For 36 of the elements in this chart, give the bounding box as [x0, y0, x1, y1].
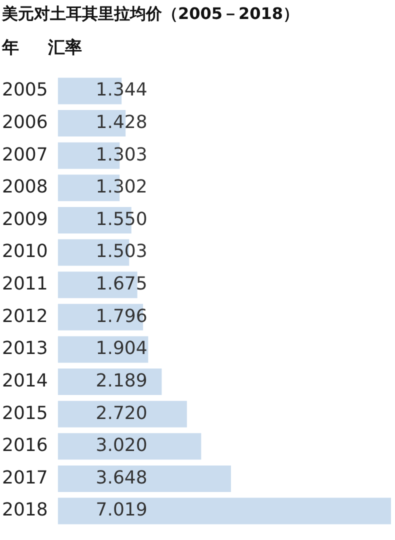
data-label: 1.796 — [96, 306, 148, 327]
y-tick-label: 2008 — [2, 176, 48, 198]
bar — [58, 498, 391, 524]
y-tick-label: 2009 — [2, 208, 48, 230]
data-label: 1.503 — [96, 241, 148, 262]
y-tick-label: 2007 — [2, 144, 48, 166]
y-tick-label: 2018 — [2, 500, 48, 521]
data-label: 2.720 — [96, 402, 148, 424]
y-tick-label: 2014 — [2, 370, 48, 392]
data-label: 1.675 — [96, 274, 148, 295]
y-tick-label: 2017 — [2, 467, 48, 488]
data-label: 3.020 — [96, 435, 148, 456]
y-tick-label: 2005 — [2, 80, 48, 101]
y-tick-label: 2011 — [2, 274, 48, 295]
data-label: 2.189 — [96, 370, 148, 392]
y-tick-label: 2006 — [2, 112, 48, 133]
bar — [58, 400, 187, 428]
bar — [58, 368, 162, 396]
data-label: 1.303 — [96, 144, 148, 166]
data-label: 1.428 — [96, 112, 148, 133]
y-tick-label: 2016 — [2, 435, 48, 456]
bar — [58, 433, 202, 460]
data-label: 7.019 — [96, 500, 148, 521]
data-label: 1.344 — [96, 80, 148, 101]
y-tick-label: 2013 — [2, 338, 48, 360]
data-label: 1.904 — [96, 338, 148, 360]
y-tick-label: 2015 — [2, 402, 48, 424]
chart-title: 美元对土耳其里拉均价（2005－2018） — [2, 4, 300, 25]
data-label: 3.648 — [96, 467, 148, 488]
y-axis-title: 年 — [2, 37, 19, 59]
bar — [58, 465, 231, 492]
x-axis-title: 汇率 — [48, 37, 82, 59]
y-tick-label: 2010 — [2, 241, 48, 262]
data-label: 1.550 — [96, 208, 148, 230]
y-tick-label: 2012 — [2, 306, 48, 327]
data-label: 1.302 — [96, 176, 148, 198]
